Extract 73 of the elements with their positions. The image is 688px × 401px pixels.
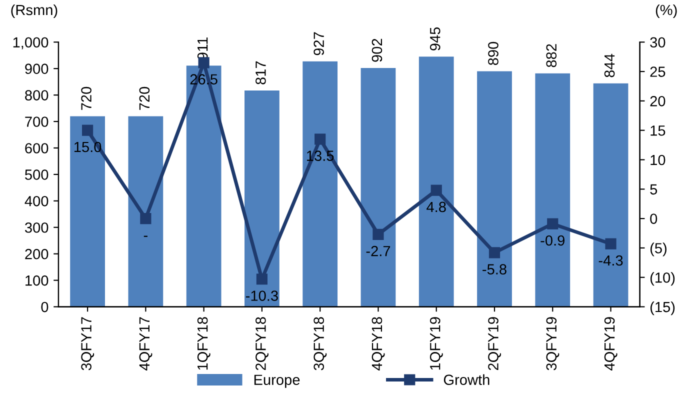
y2-tick-label: 10 xyxy=(650,154,666,166)
y-tick-label: 500 xyxy=(25,170,48,180)
bar xyxy=(70,116,105,307)
data-label: 15.0 xyxy=(74,142,102,152)
bar xyxy=(593,83,628,307)
y-axis-title: (Rsmn) xyxy=(11,4,58,18)
data-label: 26.5 xyxy=(190,74,218,85)
y2-tick-label: (5) xyxy=(650,242,666,256)
point xyxy=(605,238,616,250)
legend-label: Europe xyxy=(254,374,300,388)
y2-axis-title: (%) xyxy=(656,4,677,18)
point xyxy=(314,134,326,145)
point xyxy=(488,247,500,258)
x-tick-label: 3QFY18 xyxy=(314,317,327,370)
data-label: 13.5 xyxy=(307,150,334,161)
data-label: -2.7 xyxy=(366,246,390,256)
y-tick-label: 700 xyxy=(25,116,48,127)
data-label: -5.8 xyxy=(482,264,506,274)
y-tick-label: 100 xyxy=(26,275,48,286)
x-tick-label: 2QFY19 xyxy=(488,317,502,370)
data-label: 882 xyxy=(546,44,557,68)
bar xyxy=(128,116,164,307)
y2-tick-label: 5 xyxy=(650,184,658,195)
y-tick-label: 900 xyxy=(25,64,48,74)
y2-tick-label: (15) xyxy=(650,301,675,316)
point xyxy=(82,124,94,136)
point xyxy=(372,228,384,240)
y-tick-label: 600 xyxy=(25,143,48,154)
y2-tick-label: 15 xyxy=(650,126,666,136)
y-tick-label: 200 xyxy=(25,248,48,260)
x-tick-label: 1QFY18 xyxy=(197,317,210,370)
point xyxy=(256,274,268,285)
bar xyxy=(302,61,338,307)
bar xyxy=(418,56,454,307)
y2-tick-label: (10) xyxy=(650,272,675,286)
bar xyxy=(360,68,396,307)
y-tick-label: 300 xyxy=(24,222,48,233)
data-label: 720 xyxy=(139,86,150,110)
y2-tick-label: 30 xyxy=(650,37,666,48)
data-label: -10.3 xyxy=(246,290,278,301)
y2-tick-label: 25 xyxy=(650,66,666,77)
x-tick-label: 4QFY18 xyxy=(372,317,385,370)
y-tick-label: 0 xyxy=(41,302,48,312)
data-label: 817 xyxy=(256,61,266,84)
data-label: 890 xyxy=(488,42,498,66)
data-label: 844 xyxy=(604,54,615,78)
point xyxy=(430,184,442,196)
x-tick-label: 4QFY19 xyxy=(604,317,618,370)
x-tick-label: 1QFY19 xyxy=(430,317,443,370)
x-tick-label: 3QFY17 xyxy=(81,317,94,370)
data-label: -0.9 xyxy=(540,235,565,246)
legend-label: Growth xyxy=(444,374,490,385)
y2-tick-label: 0 xyxy=(650,214,658,224)
data-label: 720 xyxy=(81,86,92,110)
data-label: - xyxy=(144,236,148,237)
bar xyxy=(477,71,512,307)
y-tick-label: 400 xyxy=(24,196,48,206)
data-label: -4.3 xyxy=(598,255,623,266)
data-label: 4.8 xyxy=(426,202,446,212)
data-label: 902 xyxy=(372,38,382,62)
y-tick-label: 1,000 xyxy=(13,37,48,50)
bar xyxy=(186,66,222,307)
data-label: 945 xyxy=(430,27,440,50)
x-tick-label: 2QFY18 xyxy=(256,317,268,370)
point xyxy=(140,212,152,224)
y-tick-label: 800 xyxy=(25,90,48,100)
x-tick-label: 3QFY19 xyxy=(546,317,560,370)
x-tick-label: 4QFY17 xyxy=(139,317,152,370)
bar xyxy=(244,90,280,307)
bar xyxy=(535,73,570,307)
point xyxy=(547,218,558,230)
data-label: 927 xyxy=(314,32,324,56)
y2-tick-label: 20 xyxy=(650,96,666,106)
